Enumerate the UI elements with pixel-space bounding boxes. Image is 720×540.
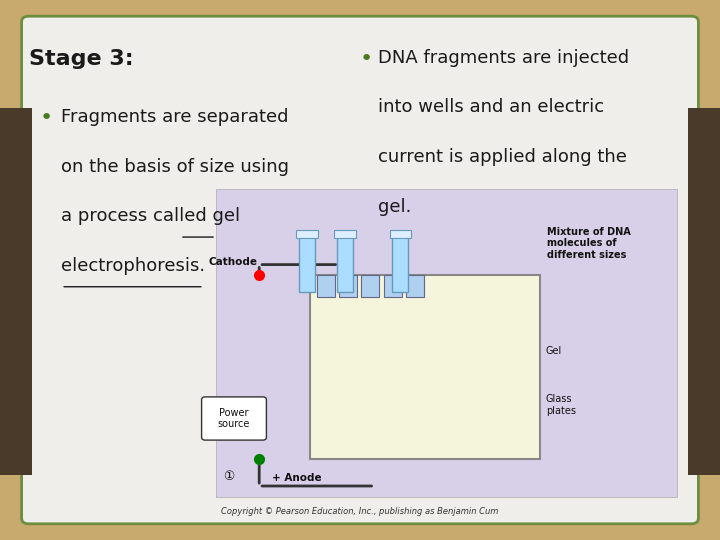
Bar	[406, 275, 424, 297]
Text: + Anode: + Anode	[272, 473, 322, 483]
Text: Gel: Gel	[546, 346, 562, 356]
FancyBboxPatch shape	[202, 397, 266, 440]
Text: Mixture of DNA
molecules of
different sizes: Mixture of DNA molecules of different si…	[547, 227, 631, 260]
Bar	[299, 232, 315, 292]
Bar	[390, 230, 411, 238]
FancyBboxPatch shape	[22, 16, 698, 524]
Bar	[0, 108, 32, 475]
Text: Fragments are separated: Fragments are separated	[61, 108, 289, 126]
Bar	[317, 275, 335, 297]
Text: ①: ①	[223, 470, 235, 483]
Text: electrophoresis.: electrophoresis.	[61, 257, 205, 275]
Bar	[337, 232, 353, 292]
Bar	[688, 108, 720, 475]
Text: Glass
plates: Glass plates	[546, 394, 576, 416]
Bar	[334, 230, 356, 238]
Bar	[216, 189, 677, 497]
Bar	[392, 232, 408, 292]
Text: DNA fragments are injected: DNA fragments are injected	[378, 49, 629, 66]
Text: a process called gel: a process called gel	[61, 207, 240, 225]
Bar	[384, 275, 402, 297]
Bar	[339, 275, 357, 297]
Bar	[361, 275, 379, 297]
Text: Cathode: Cathode	[209, 257, 258, 267]
Text: current is applied along the: current is applied along the	[378, 148, 627, 166]
Text: on the basis of size using: on the basis of size using	[61, 158, 289, 176]
Text: Copyright © Pearson Education, Inc., publishing as Benjamin Cum: Copyright © Pearson Education, Inc., pub…	[221, 507, 499, 516]
Text: •: •	[360, 49, 373, 69]
Text: gel.: gel.	[378, 198, 411, 215]
Text: into wells and an electric: into wells and an electric	[378, 98, 604, 116]
Text: •: •	[40, 108, 53, 128]
Text: Stage 3:: Stage 3:	[29, 49, 133, 69]
Bar	[296, 230, 318, 238]
Text: Power
source: Power source	[218, 408, 250, 429]
Bar	[310, 275, 540, 459]
